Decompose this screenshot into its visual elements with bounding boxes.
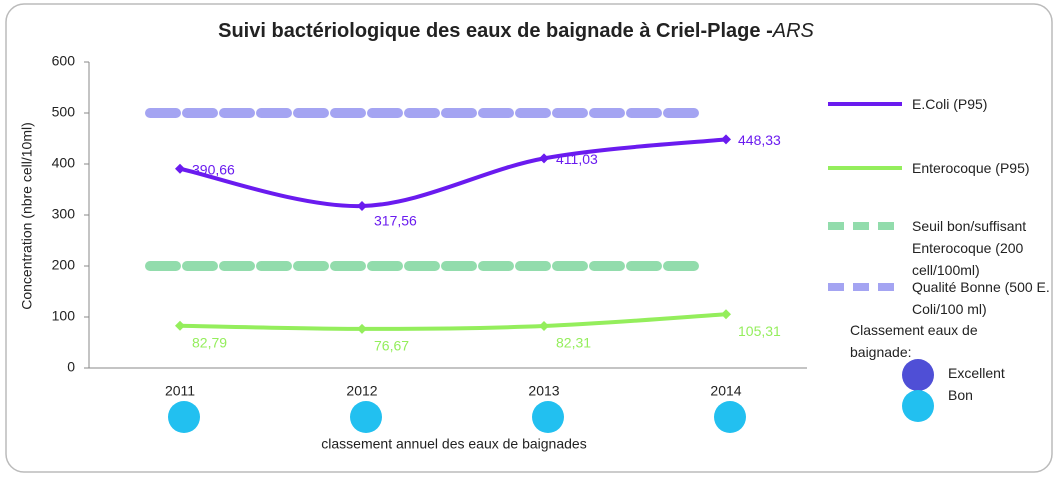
y-tick-label: 200 [52,257,76,273]
classement-marker [168,401,200,433]
point [175,163,185,174]
value-label: 317,56 [374,213,417,229]
y-tick-label: 400 [52,155,76,171]
point [175,320,185,331]
x-tick-label: 2013 [528,383,559,399]
point [539,321,549,332]
point [721,134,731,145]
y-tick-label: 300 [52,206,76,222]
value-label: 448,33 [738,132,781,148]
legend-label: Seuil bon/suffisant Enterocoque (200 cel… [912,218,1027,278]
classement-legend-label: Excellent [948,365,1005,381]
classement-legend-label: Bon [948,387,973,403]
value-label: 76,67 [374,338,409,354]
value-label: 390,66 [192,161,235,177]
value-label: 82,31 [556,335,591,351]
title-main: Suivi bactériologique des eaux de baigna… [218,20,773,42]
value-label: 82,79 [192,334,227,350]
point [357,201,367,212]
x-axis-label: classement annuel des eaux de baignades [321,436,586,452]
title-italic: ARS [772,20,815,42]
y-tick-label: 500 [52,104,76,120]
legend-label: E.Coli (P95) [912,96,988,112]
point [357,323,367,334]
value-label: 105,31 [738,323,781,339]
x-tick-label: 2014 [710,383,741,399]
y-axis-label: Concentration (nbre cell/10ml) [19,122,35,310]
classement-marker [532,401,564,433]
value-label: 411,03 [556,151,598,167]
legend-label: Qualité Bonne (500 E. Coli/100 ml) [912,279,1050,317]
y-tick-label: 0 [67,359,75,375]
point [539,153,549,164]
classement-legend-marker [902,390,934,422]
legend-label: Enterocoque (P95) [912,160,1030,176]
point [721,309,731,320]
classement-marker [714,401,746,433]
classement-title: Classement eaux de baignade: [850,322,978,360]
classement-marker [350,401,382,433]
y-tick-label: 100 [52,308,76,324]
x-tick-label: 2012 [346,383,377,399]
frame [5,3,1053,473]
x-tick-label: 2011 [165,383,195,399]
series-line [179,137,727,209]
chart-title: Suivi bactériologique des eaux de baigna… [218,20,814,42]
classement-legend-marker [902,359,934,391]
series-line [179,312,727,331]
y-tick-label: 600 [52,53,76,69]
